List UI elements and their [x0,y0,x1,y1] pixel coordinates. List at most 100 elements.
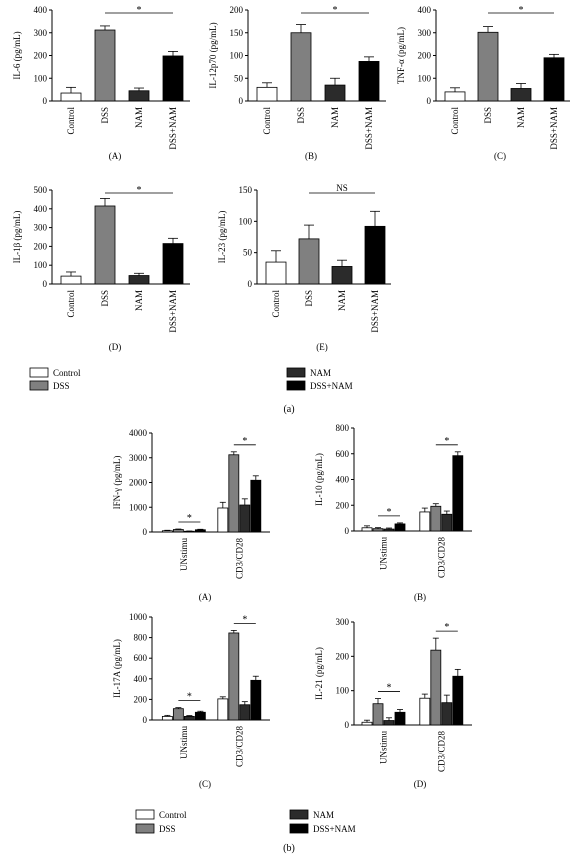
y-axis-label: IL-6 (pg/mL) [12,31,22,79]
y-axis-label: IL-1β (pg/mL) [12,211,22,264]
bar-dss-nam [394,711,406,726]
bar-nam [324,84,346,102]
x-tick-label: CD3/CD28 [436,731,446,773]
bar-control [444,91,466,102]
y-tick-label: 400 [418,5,432,15]
bar-dss [372,703,384,726]
chart-6: 0 1000 2000 3000 4000 IFN-γ (pg/mL) UNstimu * CD… [112,428,270,602]
bar-nam [128,275,150,285]
y-axis-label: IL-21 (pg/mL) [314,647,324,700]
y-tick-label: 400 [134,674,148,684]
y-tick-label: 300 [34,28,48,38]
legend-a: Control DSS NAM DSS+NAM [29,367,353,391]
y-tick-label: 100 [230,51,244,61]
bar-control [361,721,373,726]
bar-dss [228,454,240,533]
y-tick-label: 50 [234,73,244,83]
bar-nam [128,90,150,102]
panel-label: (B) [305,151,317,161]
bar-dss [94,29,116,102]
figure-label-a: (a) [283,404,294,415]
x-tick-label: CD3/CD28 [234,538,244,580]
significance-label: NS [336,183,348,193]
y-tick-label: 100 [336,686,350,696]
panel-label: (B) [414,592,426,602]
bar-dss [372,528,384,532]
y-tick-label: 200 [34,241,48,251]
chart-9: 0 100 200 300 IL-21 (pg/mL) UNstimu * CD3/CD28 *… [314,617,472,789]
chart-8: 0 200 400 600 800 1000 IL-17A (pg/mL) UNstimu * C… [112,612,270,789]
chart-5: 0 50 100 150 IL-23 (pg/mL) Control DSS NAM DSS+N… [217,183,391,352]
legend-label: Control [53,368,81,378]
bar-nam [441,702,453,726]
bar-dss-nam [452,675,464,726]
chart-3: 0 100 200 300 400 TNF-α (pg/mL) Control DSS NAM D… [396,5,570,161]
bar-control [60,92,82,102]
significance-label: * [187,513,192,524]
y-tick-label: 100 [34,73,48,83]
bar-dss-nam [452,455,464,532]
bar-dss [430,649,442,726]
panel-label: (C) [199,779,211,789]
legend-swatch [29,367,49,378]
significance-label: * [444,436,449,447]
y-tick-label: 500 [34,185,48,195]
bar-nam [239,504,251,533]
x-tick-label: CD3/CD28 [234,726,244,768]
x-tick-label: DSS+NAM [364,107,374,150]
y-tick-label: 1000 [129,612,148,622]
legend-swatch [135,823,155,834]
chart-7: 0 200 400 600 800 IL-10 (pg/mL) UNstimu * CD3/CD… [314,423,472,602]
panel-label: (A) [109,151,122,161]
bar-dss-nam [394,523,406,532]
y-tick-label: 300 [34,223,48,233]
legend-label: DSS [159,824,176,834]
panel-label: (D) [109,342,122,352]
y-tick-label: 0 [345,720,350,730]
x-tick-label: UNstimu [179,726,189,760]
y-tick-label: 100 [418,73,432,83]
y-tick-label: 200 [134,694,148,704]
y-axis-label: IL-10 (pg/mL) [314,453,324,506]
significance-label: * [137,5,142,16]
bar-nam [383,528,395,532]
bar-control [161,715,173,721]
x-tick-label: Control [450,107,460,135]
x-tick-label: NAM [134,107,144,128]
bar-nam [331,266,353,285]
bar-dss-nam [250,479,262,533]
bar-control [265,261,287,285]
figure-label-b: (b) [283,843,295,854]
legend-label: DSS+NAM [310,381,353,391]
y-tick-label: 0 [248,279,253,289]
legend-swatch [286,367,306,378]
bar-dss-nam [194,529,206,533]
x-tick-label: DSS+NAM [370,290,380,333]
bar-dss-nam [358,61,380,102]
bar-dss [430,505,442,532]
chart-4: 0 100 200 300 400 500 IL-1β (pg/mL) Control DSS N… [12,185,190,352]
bar-dss-nam [162,243,184,285]
y-tick-label: 600 [336,449,350,459]
y-tick-label: 600 [134,653,148,663]
x-tick-label: CD3/CD28 [436,537,446,579]
bar-dss-nam [194,711,206,721]
y-tick-label: 200 [34,51,48,61]
legend-label: Control [159,810,187,820]
bar-control [60,275,82,285]
y-tick-label: 1000 [129,502,148,512]
bar-dss [94,205,116,285]
bar-dss-nam [364,225,386,285]
bar-dss-nam [543,57,565,102]
bar-dss [172,708,184,721]
x-tick-label: NAM [134,290,144,311]
y-tick-label: 0 [239,96,244,106]
bar-nam [383,720,395,726]
significance-label: * [333,5,338,16]
bar-nam [239,704,251,721]
x-tick-label: DSS+NAM [168,290,178,333]
panel-label: (E) [316,342,328,352]
legend-label: DSS+NAM [313,824,356,834]
legend-swatch [289,809,309,820]
y-tick-label: 300 [418,28,432,38]
